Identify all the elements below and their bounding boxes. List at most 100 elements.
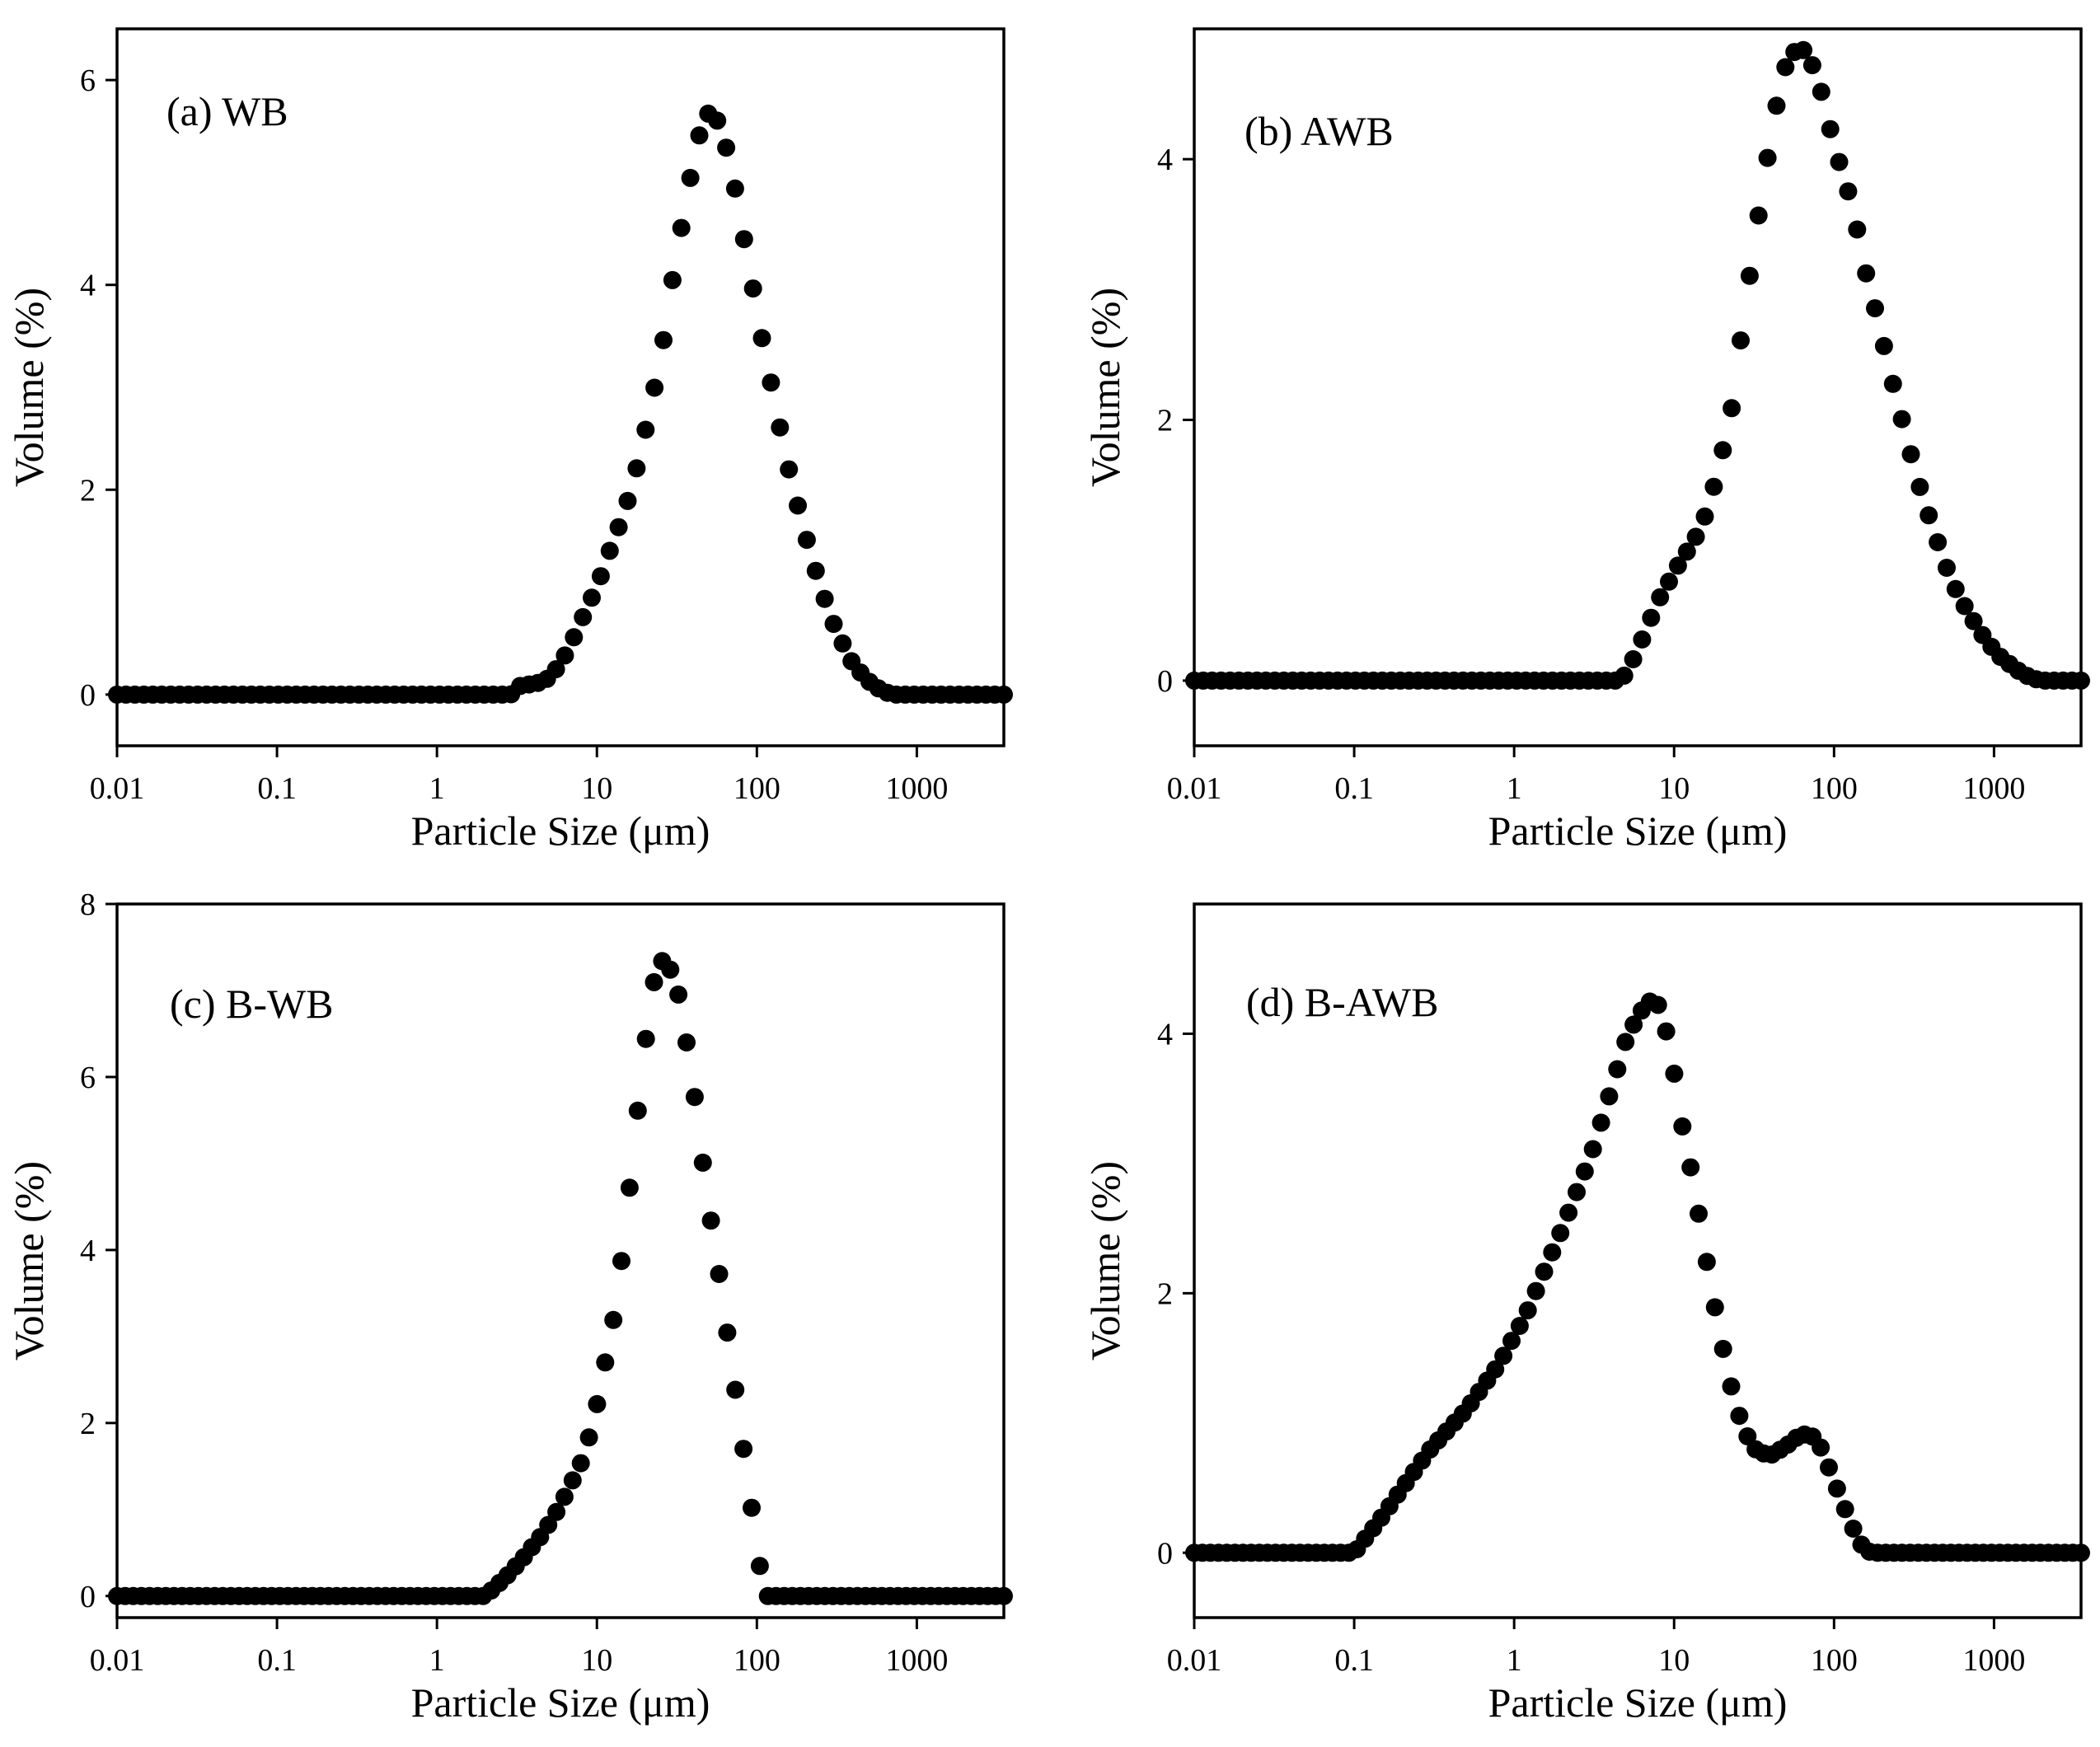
panel-b-data-point xyxy=(1866,299,1884,318)
panel-a-data-point xyxy=(734,230,753,249)
panel-a-data-point xyxy=(627,459,646,478)
panel-d-data-point xyxy=(1738,1427,1757,1445)
panel-b-xtick-label: 0.01 xyxy=(1167,771,1222,806)
panel-a-ytick-label: 6 xyxy=(80,63,96,98)
panel-d-data-point xyxy=(1486,1360,1505,1379)
panel-d-frame xyxy=(1193,902,2083,1619)
panel-c-data-point xyxy=(726,1380,745,1399)
panel-b-data-point xyxy=(1910,477,1929,496)
panel-b-data-point xyxy=(1668,556,1687,575)
panel-a-data-point xyxy=(797,531,816,550)
panel-a-xtick-label: 1 xyxy=(429,771,445,806)
panel-b-data-point xyxy=(1794,40,1813,59)
panel-b-yaxis-title: Volume (%) xyxy=(1082,288,1128,487)
panel-c-data-point xyxy=(995,1586,1013,1605)
panel-d-data-point xyxy=(1697,1253,1716,1272)
panel-d-data-point xyxy=(1575,1162,1594,1181)
panel-a-xtick-label: 10 xyxy=(581,771,612,806)
panel-a-xtick-label: 100 xyxy=(734,771,780,806)
panel-a-frame xyxy=(115,27,1005,747)
panel-a-data-point xyxy=(789,496,807,515)
panel-d-data-point xyxy=(1568,1183,1586,1201)
panel-c-data-point xyxy=(693,1153,712,1172)
panel-a-data-point xyxy=(609,518,628,536)
panel-a-data-point xyxy=(672,218,691,237)
panel-b-xtick-label: 0.1 xyxy=(1334,771,1374,806)
panel-c-xtick-label: 0.01 xyxy=(90,1643,145,1678)
panel-b-data-point xyxy=(1938,559,1956,577)
panel-a-xtick-label: 0.1 xyxy=(257,771,297,806)
panel-b-data-point xyxy=(1686,527,1705,546)
panel-a-xtick-label: 0.01 xyxy=(90,771,145,806)
panel-a-data-point xyxy=(725,179,744,198)
panel-b-data-point xyxy=(1615,666,1634,685)
panel-b-data-point xyxy=(1929,533,1948,551)
panel-d-data-point xyxy=(1535,1262,1554,1281)
panel-d-data-point xyxy=(1526,1281,1545,1300)
panel-d-data-point xyxy=(1665,1064,1684,1083)
panel-c-label: (c) B-WB xyxy=(170,981,334,1027)
panel-d-ytick-label: 2 xyxy=(1157,1276,1173,1311)
panel-b-data-point xyxy=(1946,579,1965,598)
panel-c-data-point xyxy=(612,1252,630,1271)
panel-b-data-point xyxy=(1874,336,1893,355)
panel-d-data-point xyxy=(1600,1087,1619,1106)
panel-d-data-point xyxy=(1583,1140,1602,1159)
panel-d-xtick-label: 1 xyxy=(1507,1643,1522,1678)
panel-d-ytick-label: 0 xyxy=(1157,1536,1173,1571)
panel-d-xtick-label: 0.01 xyxy=(1167,1643,1222,1678)
panel-b-data-point xyxy=(1704,477,1723,496)
panel-c-yaxis-title: Volume (%) xyxy=(6,1161,52,1361)
panel-b-data-point xyxy=(1964,611,1983,630)
panel-c-data-point xyxy=(604,1310,623,1329)
panel-b-data-point xyxy=(1723,399,1741,418)
panel-c-xtick-label: 10 xyxy=(581,1643,612,1678)
panel-b-data-point xyxy=(1802,56,1821,75)
panel-d-data-point xyxy=(1648,995,1667,1014)
panel-d-data-point xyxy=(1722,1377,1741,1396)
panel-b-xtick-label: 100 xyxy=(1811,771,1858,806)
panel-a-data-point xyxy=(708,111,727,130)
panel-b-data-point xyxy=(1830,152,1849,171)
panel-d-data-point xyxy=(1690,1204,1708,1223)
panel-b-data-point xyxy=(1767,96,1786,115)
panel-b-xtick-label: 10 xyxy=(1658,771,1690,806)
panel-a-data-point xyxy=(663,270,682,289)
panel-a-data-point xyxy=(583,588,601,607)
panel-c-data-point xyxy=(636,1029,655,1048)
panel-b: (b) AWB 0.01 0.1 1 10 100 1000 0 2 4 Particle Siz… xyxy=(1082,27,2090,854)
panel-b-data-point xyxy=(1892,410,1911,429)
panel-c-ytick-label: 8 xyxy=(80,888,96,922)
panel-d-data-point xyxy=(1657,1022,1676,1041)
panel-a-data-point xyxy=(681,168,700,187)
panel-b-data-point xyxy=(1642,608,1661,627)
panel-c-data-point xyxy=(571,1454,590,1473)
panel-a-data-point xyxy=(618,491,637,510)
panel-d-yaxis-title: Volume (%) xyxy=(1082,1161,1128,1361)
panel-d-data-point xyxy=(1543,1243,1562,1262)
panel-a-data-point xyxy=(565,628,584,647)
panel-a-yaxis-title: Volume (%) xyxy=(6,288,52,487)
panel-c-data-point xyxy=(677,1033,696,1051)
panel-a-data-point xyxy=(824,615,843,634)
panel-d-data-point xyxy=(1812,1438,1830,1457)
panel-c-data-point xyxy=(661,960,680,979)
panel-c-data-point xyxy=(588,1394,607,1413)
panel-c-data-point xyxy=(710,1265,729,1283)
panel-c-ytick-label: 0 xyxy=(80,1580,96,1614)
panel-b-frame xyxy=(1193,27,2083,747)
panel-c-xaxis-title: Particle Size (μm) xyxy=(411,1679,710,1726)
panel-d-data-point xyxy=(1494,1347,1513,1365)
panel-c-ytick-label: 2 xyxy=(80,1407,96,1441)
panel-d-ytick-label: 4 xyxy=(1157,1017,1173,1051)
panel-d-data-point xyxy=(1827,1479,1846,1498)
panel-c-data-point xyxy=(743,1498,761,1517)
panel-b-label: (b) AWB xyxy=(1245,108,1394,154)
panel-d-xtick-label: 10 xyxy=(1658,1643,1690,1678)
panel-a-data-point xyxy=(780,460,799,479)
panel-d-data-point xyxy=(1681,1158,1700,1177)
panel-a-data-point xyxy=(546,660,565,679)
panel-a-data-point xyxy=(690,126,709,145)
panel-a-xtick-label: 1000 xyxy=(885,771,948,806)
